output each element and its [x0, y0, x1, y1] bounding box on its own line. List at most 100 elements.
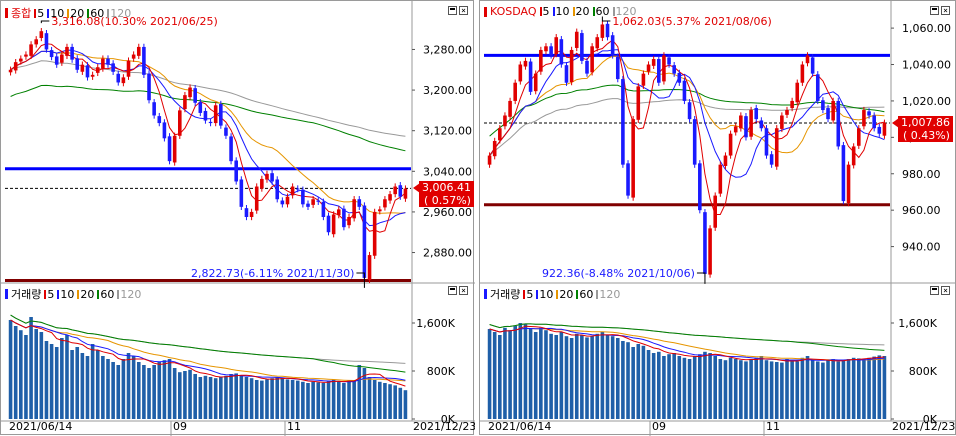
volume-bar: [126, 353, 131, 419]
candle-body: [872, 115, 876, 129]
legend-ma10[interactable]: 10: [552, 5, 570, 18]
vol-legend-ma10[interactable]: 10: [57, 288, 74, 301]
volume-bar: [564, 336, 569, 419]
vol-legend-ma20[interactable]: 20: [77, 288, 94, 301]
close-icon[interactable]: ×: [459, 286, 468, 295]
vol-legend-ma60[interactable]: 60: [97, 288, 114, 301]
x-tick-label: 2021/06/14: [9, 420, 72, 433]
legend-ma20[interactable]: 20: [67, 7, 84, 20]
volume-bar: [372, 380, 377, 419]
volume-bar: [769, 361, 774, 419]
volume-bar: [713, 356, 717, 419]
legend-ma60[interactable]: 60: [592, 5, 610, 18]
candle-body: [574, 31, 579, 48]
candle-body: [326, 215, 331, 233]
vol-legend-ma5-label: 5: [47, 287, 55, 301]
volume-bar: [224, 375, 228, 419]
volume-bar: [54, 347, 59, 419]
legend-ma5[interactable]: 5: [539, 5, 550, 18]
volume-bar: [147, 368, 151, 419]
volume-tick-label: 0K: [923, 413, 938, 426]
kospi-chart-panel[interactable]: 3,280.00 3,200.00 3,120.00 3,040.00 2,960.00…: [0, 0, 475, 436]
volume-bar: [826, 360, 830, 419]
volume-bar: [728, 357, 733, 419]
legend-ma20[interactable]: 20: [572, 5, 590, 18]
candle-body: [111, 63, 115, 72]
candle-body: [393, 186, 397, 195]
volume-bar: [523, 324, 528, 419]
volume-legend-swatch: [5, 289, 8, 299]
volume-bar: [342, 383, 346, 419]
candle-body: [239, 179, 244, 207]
ma120-line: [489, 98, 885, 156]
candle-body: [244, 208, 249, 217]
volume-bar: [239, 375, 244, 419]
legend-ma60[interactable]: 60: [87, 7, 104, 20]
vol-legend-ma10-label: 10: [539, 287, 554, 301]
ma5-line: [489, 39, 885, 215]
maximize-icon[interactable]: [448, 6, 457, 15]
close-icon[interactable]: ×: [459, 6, 468, 15]
candle-body: [295, 188, 300, 190]
close-icon[interactable]: ×: [941, 286, 950, 295]
candle-body: [692, 119, 697, 165]
volume-bar: [301, 381, 305, 419]
high-annotation: 1,062.03(5.37% 2021/08/06): [612, 15, 771, 28]
vol-legend-ma10[interactable]: 10: [536, 288, 553, 301]
candle-body: [513, 82, 517, 101]
candle-body: [106, 58, 110, 65]
candle-body: [667, 57, 671, 65]
legend-ma120-label: 120: [615, 5, 637, 18]
vol-legend-ma5-label: 5: [526, 287, 534, 301]
candle-body: [626, 163, 630, 196]
candle-body: [403, 188, 408, 199]
volume-bar: [106, 359, 110, 419]
kosdaq-chart-panel[interactable]: 1,060.001,040.001,020.001,000.00980.0096…: [479, 0, 956, 436]
volume-bar: [569, 338, 574, 419]
close-icon[interactable]: ×: [941, 6, 950, 15]
volume-bar: [641, 345, 646, 419]
maximize-icon[interactable]: [930, 6, 939, 15]
legend-ma120[interactable]: 120: [612, 5, 637, 18]
maximize-icon[interactable]: [930, 286, 939, 295]
current-price-value: 1,007.86: [901, 116, 950, 130]
vol-legend-ma120[interactable]: 120: [117, 288, 141, 301]
legend-ma120[interactable]: 120: [107, 7, 131, 20]
vol-legend-ma60[interactable]: 60: [576, 288, 593, 301]
price-window-buttons: ×: [930, 6, 950, 15]
candle-body: [569, 49, 574, 83]
candle-body: [162, 122, 167, 139]
volume-bar: [657, 351, 661, 419]
high-pointer: [601, 16, 611, 22]
legend-ma5[interactable]: 5: [34, 7, 44, 20]
volume-bar: [574, 333, 579, 419]
vol-legend-ma5[interactable]: 5: [523, 288, 533, 301]
legend-ma10[interactable]: 10: [47, 7, 64, 20]
legend-ma5-label: 5: [542, 5, 550, 18]
volume-tick-label: 1,600K: [416, 317, 455, 330]
volume-bar: [615, 338, 620, 419]
y-tick-label: 3,040.00: [423, 165, 472, 178]
low-pointer: [356, 272, 365, 288]
price-legend: 종합 5 10 20 60 120: [5, 5, 131, 21]
candle-body: [152, 102, 156, 116]
volume-bar: [203, 375, 208, 419]
ma60-line: [489, 84, 885, 137]
ma20-line: [10, 50, 406, 214]
volume-bar: [188, 369, 192, 419]
vol-legend-ma5[interactable]: 5: [44, 288, 54, 301]
candle-body: [790, 100, 794, 109]
vol-legend-ma120[interactable]: 120: [596, 288, 620, 301]
y-tick-label: 2,880.00: [423, 247, 472, 260]
candle-body: [29, 44, 33, 56]
volume-bar: [677, 356, 682, 419]
candle-body: [234, 160, 238, 182]
maximize-icon[interactable]: [448, 286, 457, 295]
vol-legend-ma20[interactable]: 20: [556, 288, 573, 301]
candle-body: [95, 67, 100, 73]
candle-body: [265, 173, 269, 180]
y-tick-label: 1,040.00: [902, 59, 951, 72]
volume-bar: [249, 378, 254, 419]
candle-body: [800, 64, 805, 83]
candle-body: [851, 146, 856, 166]
